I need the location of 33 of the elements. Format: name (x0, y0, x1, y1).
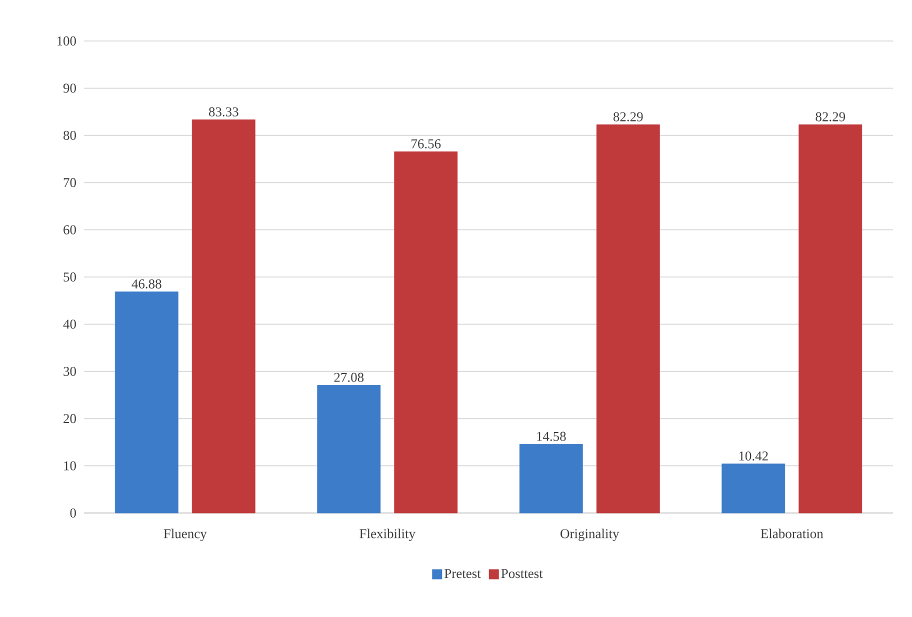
bar (798, 124, 862, 514)
y-tick-label: 20 (64, 414, 76, 424)
bar (596, 124, 660, 514)
y-tick-label: 90 (63, 84, 76, 93)
legend-label: Posttest (501, 569, 543, 578)
y-tick-label: 80 (63, 130, 76, 140)
data-label: 82.29 (613, 112, 643, 122)
data-label: 82.29 (816, 112, 846, 122)
x-tick-label: Flexibility (360, 528, 416, 542)
data-label: 10.42 (739, 451, 768, 461)
data-label: 27.08 (334, 372, 364, 382)
y-tick-label: 100 (57, 36, 76, 46)
data-label: 14.58 (537, 432, 566, 441)
y-tick-label: 10 (64, 461, 76, 470)
y-tick-label: 70 (64, 178, 76, 188)
bar (394, 151, 458, 514)
y-tick-label: 30 (64, 366, 76, 376)
data-label: 83.33 (208, 107, 238, 116)
y-tick-label: 0 (70, 508, 76, 518)
bar (114, 292, 178, 514)
bar (722, 464, 786, 514)
bar (519, 444, 583, 514)
data-label: 76.56 (412, 139, 441, 148)
y-tick-label: 50 (64, 272, 76, 282)
bar (192, 119, 256, 514)
bar (317, 384, 381, 514)
data-label: 46.88 (132, 279, 162, 289)
x-tick-label: Fluency (164, 528, 207, 542)
x-tick-label: Elaboration (760, 528, 824, 538)
y-tick-label: 60 (64, 225, 76, 234)
legend-label: Pretest (444, 569, 481, 578)
x-tick-label: Originality (560, 528, 620, 542)
y-tick-label: 40 (63, 320, 76, 329)
